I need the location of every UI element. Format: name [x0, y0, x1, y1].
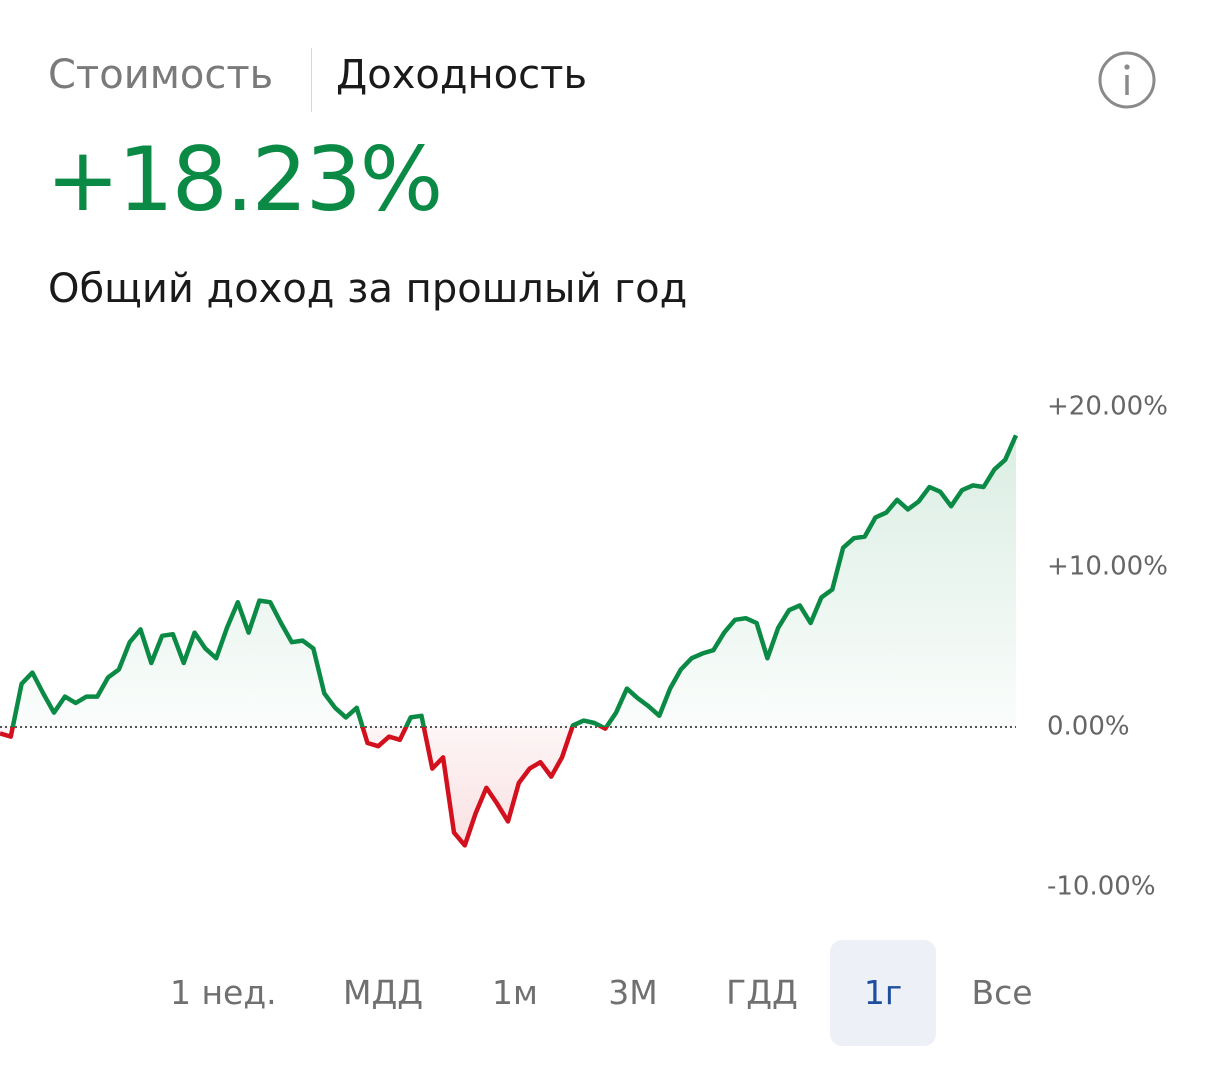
chart: +20.00% +10.00% 0.00% -10.00% — [0, 392, 1168, 902]
period-button[interactable]: 1г — [830, 940, 936, 1046]
tab-separator — [311, 48, 312, 112]
period-button[interactable]: ГДД — [726, 973, 798, 1012]
y-tick-label: 0.00% — [1047, 712, 1130, 742]
period-button[interactable]: 1м — [492, 973, 538, 1012]
period-button[interactable]: 3М — [608, 973, 658, 1012]
subtitle: Общий доход за прошлый год — [48, 266, 688, 312]
headline: +18.23% — [46, 128, 443, 231]
area — [0, 435, 1016, 846]
period-button[interactable]: МДД — [342, 973, 424, 1012]
tab[interactable]: Стоимость — [48, 52, 274, 98]
tab[interactable]: Доходность — [336, 52, 588, 98]
y-tick-label: -10.00% — [1047, 872, 1156, 902]
period-button[interactable]: Все — [971, 973, 1033, 1012]
y-tick-label: +10.00% — [1047, 552, 1168, 582]
y-tick-label: +20.00% — [1047, 392, 1168, 422]
line — [0, 434, 1019, 848]
period-button[interactable]: 1 нед. — [170, 973, 277, 1012]
info-icon[interactable] — [1097, 50, 1159, 112]
